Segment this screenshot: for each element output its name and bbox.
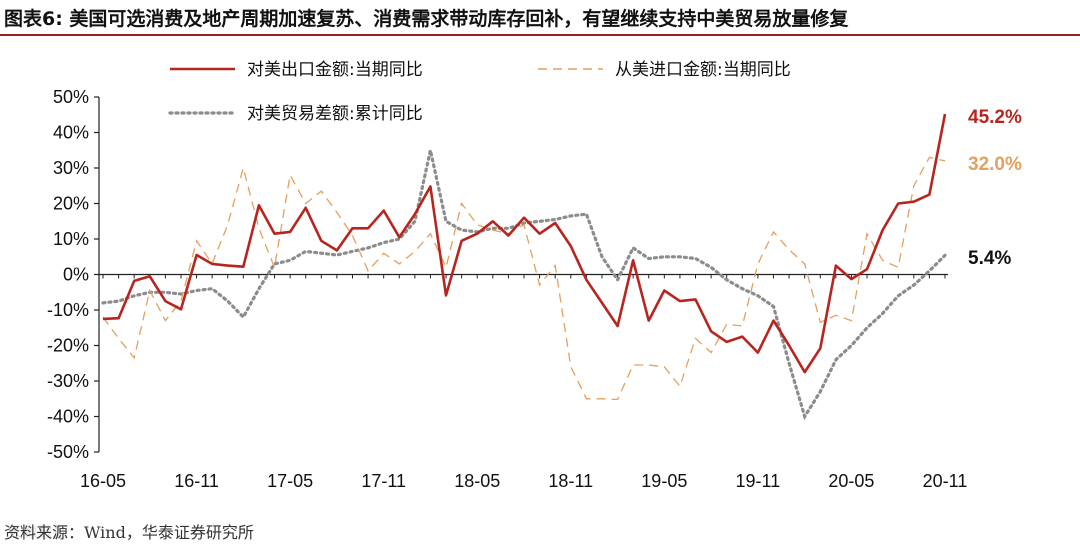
series-line-balance (101, 149, 947, 421)
chart-title: 图表6: 美国可选消费及地产周期加速复苏、消费需求带动库存回补，有望继续支持中美… (4, 8, 849, 30)
x-tick-label: 20-05 (828, 471, 874, 491)
x-tick-label: 16-05 (80, 471, 126, 491)
x-tick-label: 19-11 (736, 471, 781, 491)
x-tick-label: 19-05 (641, 471, 687, 491)
x-tick-label: 16-11 (174, 471, 219, 491)
y-tick-label: -50% (47, 442, 89, 462)
title-rule (0, 34, 1080, 36)
series-line-import (102, 156, 946, 401)
y-tick-label: 0% (63, 265, 89, 285)
y-tick-label: -40% (47, 407, 89, 427)
legend-label-import: 从美进口金额:当期同比 (615, 60, 791, 80)
legend: 对美出口金额:当期同比 从美进口金额:当期同比 对美贸易差额:累计同比 (168, 60, 791, 124)
y-tick-label: 30% (53, 158, 89, 178)
title-bar: 图表6: 美国可选消费及地产周期加速复苏、消费需求带动库存回补，有望继续支持中美… (0, 0, 1080, 36)
legend-label-balance: 对美贸易差额:累计同比 (247, 104, 423, 124)
y-tick-label: 40% (53, 123, 89, 143)
end-labels: 45.2% 32.0% 5.4% (968, 107, 1022, 269)
y-tick-label: -20% (47, 336, 89, 356)
x-tick-label: 17-05 (267, 471, 313, 491)
x-tick-label: 18-05 (454, 471, 500, 491)
y-tick-label: 10% (53, 229, 89, 249)
legend-label-export: 对美出口金额:当期同比 (247, 60, 423, 80)
x-tick-label: 18-11 (548, 471, 593, 491)
end-label-import: 32.0% (968, 154, 1022, 175)
x-tick-label: 20-11 (923, 471, 968, 491)
y-tick-label: -30% (47, 371, 89, 391)
y-tick-label: 50% (53, 87, 89, 107)
y-tick-label: -10% (47, 300, 89, 320)
series-line-export (102, 113, 947, 374)
watermark: 天数数据 (8, 523, 69, 541)
source-note: 资料来源：Wind，华泰证券研究所 (4, 523, 254, 542)
axes: -50% -40% -30% -20% -10% 0% 10% 20% 30% 40% 50% 16-… (47, 87, 967, 491)
series-group (101, 113, 947, 421)
end-label-balance: 5.4% (968, 248, 1011, 269)
y-tick-label: 20% (53, 194, 89, 214)
x-tick-label: 17-11 (361, 471, 406, 491)
end-label-export: 45.2% (968, 107, 1022, 128)
